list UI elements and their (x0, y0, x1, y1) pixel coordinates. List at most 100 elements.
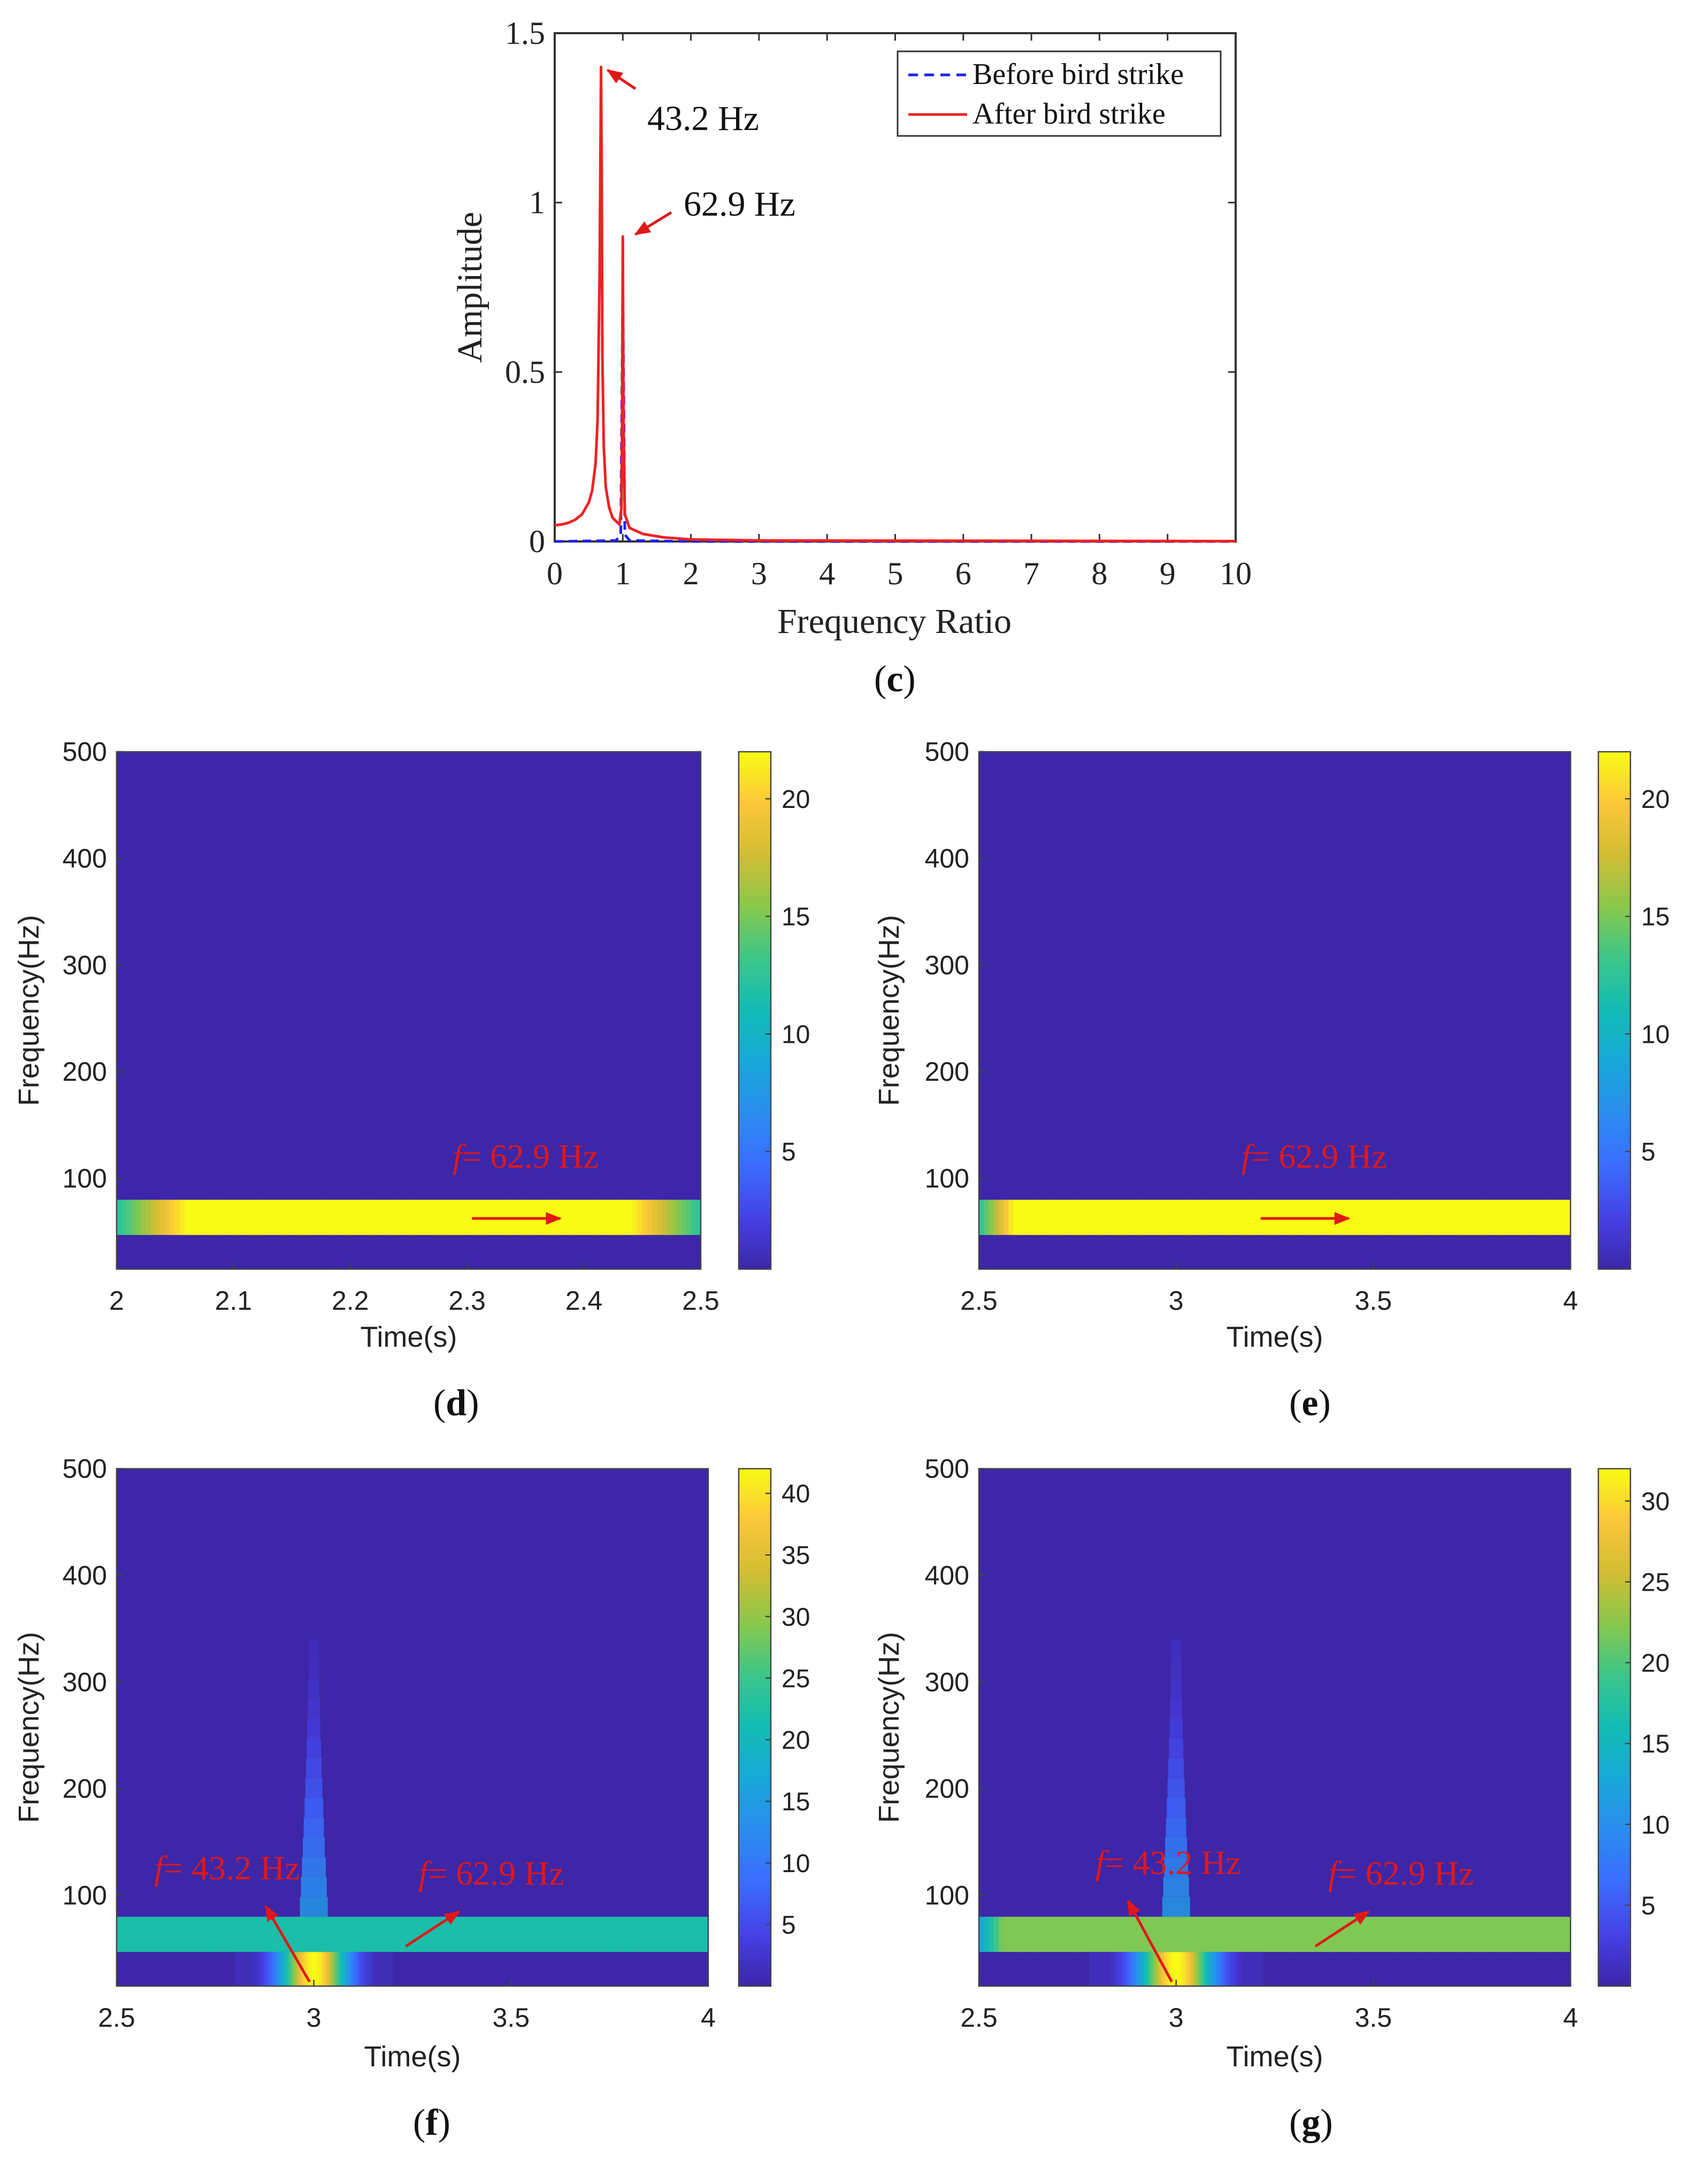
impact-cell (1188, 1952, 1191, 1986)
x-tick-label: 2 (109, 1286, 124, 1316)
impact-cell (1257, 1952, 1261, 1986)
impact-cell (1190, 1952, 1194, 1986)
band-cell (418, 1200, 424, 1235)
impact-cell (1127, 1952, 1130, 1986)
impact-streak-cell (303, 1818, 324, 1838)
y-tick-label: 400 (925, 843, 969, 873)
band-cell (301, 1200, 307, 1235)
band-cell (1358, 1200, 1364, 1235)
band-cell (126, 1917, 132, 1952)
band-cell (1531, 1917, 1537, 1952)
impact-streak-cell (307, 1719, 320, 1739)
band-cell (1008, 1200, 1014, 1235)
impact-cell (337, 1952, 341, 1986)
band-cell (360, 1200, 365, 1235)
band-cell (1467, 1917, 1473, 1952)
band-cell (1521, 1200, 1527, 1235)
band-cell (204, 1200, 210, 1235)
x-tick-label: 3 (1169, 1286, 1184, 1316)
colorbar-tick-label: 5 (782, 1138, 796, 1166)
colorbar-tick-label: 40 (782, 1480, 810, 1508)
band-cell (1338, 1917, 1344, 1952)
impact-streak-cell (1164, 1857, 1188, 1877)
band-cell (263, 1200, 268, 1235)
band-cell (1556, 1917, 1561, 1952)
band-cell (1004, 1917, 1009, 1952)
impact-cell (350, 1952, 354, 1986)
band-cell (1161, 1917, 1167, 1952)
impact-cell (358, 1952, 362, 1986)
band-cell (678, 1917, 684, 1952)
band-cell (368, 1917, 374, 1952)
annotation-label: f= 43.2 Hz (154, 1849, 300, 1887)
band-cell (657, 1200, 662, 1235)
band-cell (1373, 1200, 1379, 1235)
band-cell (1511, 1917, 1517, 1952)
band-cell (1077, 1200, 1083, 1235)
band-cell (1476, 1200, 1482, 1235)
band-cell (639, 1917, 645, 1952)
band-cell (299, 1917, 305, 1952)
impact-cell (1118, 1952, 1122, 1986)
impact-streak-cell (303, 1837, 325, 1858)
band-cell (1240, 1917, 1246, 1952)
band-cell (1023, 1917, 1029, 1952)
band-cell (575, 1917, 581, 1952)
impact-streak-cell (1163, 1877, 1189, 1897)
band-cell (353, 1917, 359, 1952)
colorbar-tick-label: 30 (1641, 1487, 1669, 1516)
panel-label-c: (c) (874, 659, 916, 700)
y-tick-label: 0.5 (505, 354, 545, 390)
band-cell (691, 1200, 696, 1235)
impact-cell (1153, 1952, 1156, 1986)
band-cell (1462, 1917, 1468, 1952)
band-cell (531, 1917, 537, 1952)
annotation-label: 43.2 Hz (647, 99, 759, 138)
band-cell (402, 1917, 408, 1952)
band-cell (335, 1200, 341, 1235)
band-cell (511, 1917, 517, 1952)
band-cell (413, 1200, 419, 1235)
band-cell (1112, 1917, 1117, 1952)
band-cell (252, 1200, 258, 1235)
impact-cell (1138, 1952, 1142, 1986)
band-cell (1521, 1917, 1527, 1952)
band-cell (1506, 1917, 1512, 1952)
impact-cell (308, 1952, 312, 1986)
band-cell (1476, 1917, 1482, 1952)
colorbar-tick-label: 5 (1641, 1892, 1656, 1920)
band-cell (294, 1917, 300, 1952)
impact-cell (311, 1952, 315, 1986)
band-cell (274, 1917, 280, 1952)
band-cell (277, 1200, 283, 1235)
band-cell (427, 1917, 433, 1952)
band-cell (476, 1917, 482, 1952)
y-axis-label: Frequency(Hz) (13, 1632, 45, 1823)
annotation-arrow (1127, 1899, 1173, 1983)
impact-cell (253, 1952, 257, 1986)
impact-cell (319, 1952, 323, 1986)
band-cell (984, 1917, 990, 1952)
band-cell (1487, 1200, 1492, 1235)
band-cell (1403, 1200, 1408, 1235)
band-cell (370, 1200, 376, 1235)
band-cell (1028, 1917, 1034, 1952)
impact-streak-cell (1168, 1758, 1184, 1778)
band-cell (598, 1200, 604, 1235)
band-cell (481, 1917, 487, 1952)
band-cell (1437, 1917, 1443, 1952)
band-cell (669, 1917, 675, 1952)
band-cell (525, 1917, 531, 1952)
band-cell (1073, 1917, 1078, 1952)
band-cell (1028, 1200, 1034, 1235)
y-tick-label: 500 (63, 1454, 107, 1484)
band-cell (257, 1200, 263, 1235)
x-axis-label: Frequency Ratio (777, 602, 1012, 641)
y-tick-label: 500 (925, 737, 969, 767)
band-cell (1097, 1917, 1103, 1952)
band-cell (328, 1917, 334, 1952)
band-cell (442, 1200, 448, 1235)
impact-streak-cell (308, 1659, 319, 1679)
band-cell (1053, 1917, 1059, 1952)
band-cell (1349, 1917, 1354, 1952)
